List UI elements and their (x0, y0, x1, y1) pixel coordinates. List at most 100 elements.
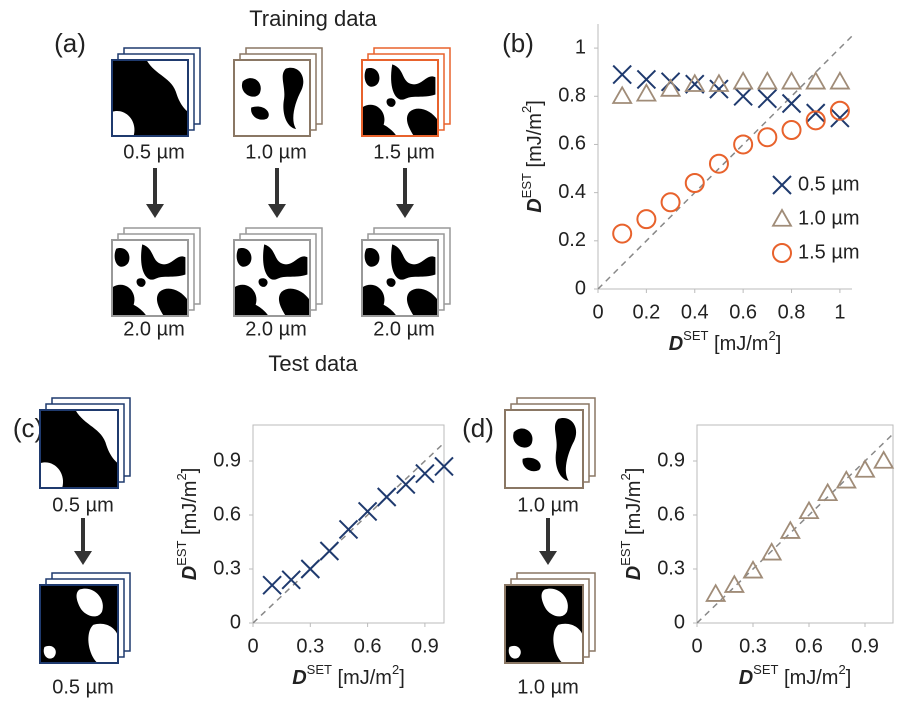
y-tick-label: 1 (575, 36, 586, 58)
arrow-head (74, 551, 92, 565)
marker-circle (662, 193, 680, 211)
marker-x (359, 502, 377, 520)
axis-label-part: 2 (519, 106, 534, 113)
marker-circle (686, 174, 704, 192)
panel-label: (a) (54, 28, 86, 58)
axis-label-part: ] (179, 468, 201, 474)
plot-frame (253, 425, 444, 623)
y-tick-label: 0.2 (558, 229, 586, 251)
marker-circle (613, 225, 631, 243)
micrograph (40, 585, 118, 663)
marker-x (416, 465, 434, 483)
x-tick-label: 0.3 (296, 635, 324, 657)
marker-x (613, 66, 631, 84)
axis-label-part: ] (846, 667, 852, 689)
image-stack (112, 48, 200, 136)
x-tick-label: 0.6 (795, 635, 823, 657)
x-tick-label: 0.2 (632, 301, 660, 323)
x-tick-label: 0.9 (851, 635, 879, 657)
arrow-head (539, 551, 557, 565)
axis-label-part: ] (524, 100, 546, 106)
axis-label: DEST [mJ/m2] (519, 100, 546, 213)
y-tick-label: 0.6 (657, 503, 685, 525)
axis-label-part: 2 (618, 473, 633, 480)
axis-label-part: 2 (768, 328, 775, 343)
marker-triangle (725, 576, 743, 592)
marker-triangle (831, 73, 849, 89)
marker-triangle (783, 73, 801, 89)
axis-label: DEST [mJ/m2] (174, 468, 201, 581)
image-label: 1.5 µm (373, 141, 435, 163)
arrow-head (268, 204, 286, 218)
micrograph (112, 240, 188, 316)
marker-x (710, 80, 728, 98)
axis-label-part: [mJ/m (623, 481, 645, 541)
x-tick-label: 0.3 (739, 635, 767, 657)
image-label: 2.0 µm (373, 318, 435, 340)
image-stack (40, 573, 130, 663)
x-tick-label: 0.6 (354, 635, 382, 657)
x-tick-label: 0.8 (778, 301, 806, 323)
test-title: Test data (268, 351, 358, 376)
image-stack (40, 398, 130, 488)
y-tick-label: 0.9 (213, 449, 241, 471)
axis-label-part: EST (519, 173, 534, 198)
marker-x (378, 488, 396, 506)
marker-triangle (773, 210, 791, 226)
axis-label-part: D (292, 667, 306, 689)
axis-label: DSET [mJ/m2] (669, 328, 782, 355)
marker-circle (783, 121, 801, 139)
y-tick-label: 0 (674, 611, 685, 633)
axis-label-part: 2 (392, 662, 399, 677)
axis-label-part: EST (618, 540, 633, 565)
marker-triangle (781, 522, 799, 538)
marker-triangle (758, 73, 776, 89)
axis-label-part: D (623, 566, 645, 580)
reference-diagonal (253, 443, 444, 623)
axis-label-part: D (669, 333, 683, 355)
marker-circle (758, 128, 776, 146)
marker-triangle (734, 73, 752, 89)
image-stack (112, 228, 200, 316)
axis-label-part: [mJ/m (332, 667, 392, 689)
x-tick-label: 1 (834, 301, 845, 323)
axis-label-part: EST (174, 540, 189, 565)
axis-label-part: 2 (838, 662, 845, 677)
image-stack (234, 228, 322, 316)
legend-label: 1.0 µm (798, 207, 860, 229)
micrograph (234, 60, 310, 136)
axis-label-part: [mJ/m (708, 333, 768, 355)
x-tick-label: 0.6 (729, 301, 757, 323)
figure: (a) Training data Test data (c) (d) 0.5 … (0, 0, 902, 707)
image-stack (362, 228, 450, 316)
image-label: 2.0 µm (123, 318, 185, 340)
image-label: 2.0 µm (245, 318, 307, 340)
marker-x (783, 95, 801, 113)
legend-label: 1.5 µm (798, 241, 860, 263)
marker-triangle (875, 452, 893, 468)
y-tick-label: 0.3 (657, 557, 685, 579)
x-tick-label: 0 (247, 635, 258, 657)
axis-label-part: ] (776, 333, 782, 355)
marker-circle (773, 244, 791, 262)
micrograph (505, 585, 583, 663)
marker-x (301, 560, 319, 578)
x-tick-label: 0 (691, 635, 702, 657)
y-tick-label: 0.6 (213, 503, 241, 525)
axis-label-part: SET (307, 662, 332, 677)
marker-triangle (613, 87, 631, 103)
axis-label: DSET [mJ/m2] (739, 662, 852, 689)
arrow-head (146, 204, 164, 218)
marker-x (734, 87, 752, 105)
x-tick-label: 0.9 (411, 635, 439, 657)
micrograph (362, 60, 438, 136)
micrograph (234, 240, 310, 316)
y-tick-label: 0.3 (213, 557, 241, 579)
image-stack (234, 48, 322, 136)
micrograph (40, 410, 118, 488)
image-label: 1.0 µm (245, 141, 307, 163)
y-tick-label: 0.4 (558, 181, 586, 203)
y-tick-label: 0.8 (558, 85, 586, 107)
marker-circle (710, 155, 728, 173)
axis-label-part: D (179, 566, 201, 580)
